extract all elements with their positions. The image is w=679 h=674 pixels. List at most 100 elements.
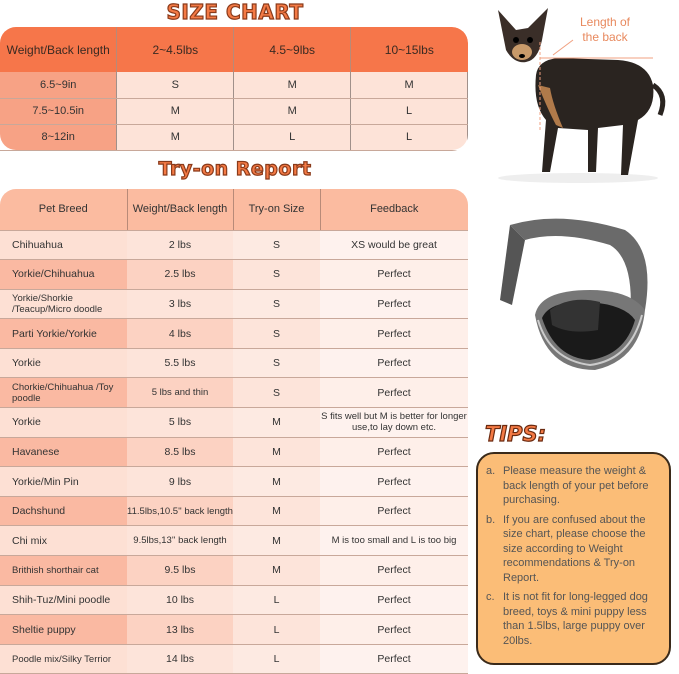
- table-cell: Perfect: [320, 644, 468, 674]
- table-row: 6.5~9in S M M: [0, 72, 468, 99]
- column-header: Weight/Back length: [127, 189, 234, 231]
- table-cell: M: [233, 98, 352, 125]
- table-cell: Perfect: [320, 377, 468, 409]
- table-cell: Sheltie puppy: [0, 614, 127, 645]
- table-cell: L: [350, 98, 468, 125]
- table-cell: L: [233, 644, 320, 674]
- table-cell: 7.5~10.5in: [0, 98, 118, 125]
- dog-photo: [498, 8, 666, 183]
- try-on-report-title: Try-on Report: [158, 157, 312, 180]
- table-cell: 4 lbs: [127, 318, 233, 349]
- table-row: Poodle mix/Silky Terrior 14 lbs L Perfect: [0, 644, 468, 674]
- tips-title: TIPS:: [484, 421, 547, 446]
- size-chart-table: Weight/Back length 2~4.5lbs 4.5~9lbs 10~15l…: [0, 27, 468, 151]
- table-row: Yorkie/Shorkie /Teacup/Micro doodle 3 lbs…: [0, 289, 468, 320]
- table-cell: Yorkie: [0, 348, 127, 379]
- table-row: Brithish shorthair cat 9.5 lbs M Perfect: [0, 555, 468, 586]
- pet-sling-bag-photo: [500, 218, 648, 370]
- table-cell: Perfect: [320, 289, 468, 320]
- table-row: Yorkie 5.5 lbs S Perfect: [0, 348, 468, 379]
- table-cell: L: [233, 124, 352, 151]
- table-row: 8~12in M L L: [0, 124, 468, 151]
- table-cell: S: [233, 289, 320, 320]
- table-cell: Poodle mix/Silky Terrior: [0, 644, 127, 674]
- table-cell: M is too small and L is too big: [320, 525, 468, 557]
- table-cell: Brithish shorthair cat: [0, 555, 127, 586]
- tip-item: b. If you are confused about the size cha…: [484, 513, 661, 586]
- table-cell: M: [233, 466, 320, 497]
- table-cell: L: [233, 614, 320, 645]
- table-row: Chorkie/Chihuahua /Toy poodle 5 lbs and t…: [0, 377, 468, 409]
- table-cell: S: [233, 230, 320, 261]
- table-cell: 3 lbs: [127, 289, 233, 320]
- table-cell: 9.5lbs,13'' back length: [127, 525, 233, 557]
- table-cell: S fits well but M is better for longer u…: [320, 407, 468, 438]
- table-cell: XS would be great: [320, 230, 468, 261]
- table-cell: Havanese: [0, 437, 127, 468]
- table-cell: 6.5~9in: [0, 72, 118, 99]
- table-cell: Chi mix: [0, 525, 127, 557]
- table-cell: Perfect: [320, 555, 468, 586]
- table-cell: S: [116, 72, 235, 99]
- column-header: Try-on Size: [233, 189, 321, 231]
- column-header: Weight/Back length: [0, 27, 118, 72]
- table-cell: M: [233, 496, 320, 527]
- table-cell: L: [350, 124, 468, 151]
- table-cell: M: [233, 555, 320, 586]
- tip-key: a.: [486, 465, 496, 477]
- table-cell: 2.5 lbs: [127, 259, 233, 290]
- table-cell: Yorkie: [0, 407, 127, 438]
- table-cell: Perfect: [320, 466, 468, 497]
- table-cell: Shih-Tuz/Mini poodle: [0, 585, 127, 616]
- table-row: Parti Yorkie/Yorkie 4 lbs S Perfect: [0, 318, 468, 349]
- table-cell: M: [116, 98, 235, 125]
- table-cell: S: [233, 377, 320, 409]
- table-cell: M: [233, 407, 320, 438]
- table-cell: 11.5lbs,10.5'' back length: [127, 496, 233, 527]
- table-cell: Yorkie/Min Pin: [0, 466, 127, 497]
- table-row: Yorkie/Chihuahua 2.5 lbs S Perfect: [0, 259, 468, 290]
- table-cell: Perfect: [320, 259, 468, 290]
- table-row: Havanese 8.5 lbs M Perfect: [0, 437, 468, 468]
- table-cell: M: [350, 72, 468, 99]
- tip-item: c. It is not fit for long-legged dog bree…: [484, 590, 661, 648]
- tips-box: a. Please measure the weight & back lengt…: [476, 452, 671, 665]
- table-cell: 9 lbs: [127, 466, 233, 497]
- tip-text: It is not fit for long-legged dog breed,…: [503, 591, 648, 647]
- tip-key: b.: [486, 513, 496, 526]
- table-cell: 8~12in: [0, 124, 118, 151]
- table-cell: 9.5 lbs: [127, 555, 233, 586]
- tip-text: Please measure the weight & back length …: [503, 465, 649, 506]
- table-cell: Chihuahua: [0, 230, 127, 261]
- table-cell: 13 lbs: [127, 614, 233, 645]
- table-cell: Yorkie/Chihuahua: [0, 259, 127, 290]
- table-cell: Parti Yorkie/Yorkie: [0, 318, 127, 349]
- table-row: Shih-Tuz/Mini poodle 10 lbs L Perfect: [0, 585, 468, 616]
- table-row: Yorkie/Min Pin 9 lbs M Perfect: [0, 466, 468, 497]
- table-cell: Chorkie/Chihuahua /Toy poodle: [0, 377, 127, 409]
- table-cell: Perfect: [320, 318, 468, 349]
- table-row: Yorkie 5 lbs M S fits well but M is better …: [0, 407, 468, 438]
- column-header: 10~15lbs: [350, 27, 468, 72]
- table-row: 7.5~10.5in M M L: [0, 98, 468, 125]
- tip-text: If you are confused about the size chart…: [503, 513, 646, 584]
- table-cell: M: [233, 525, 320, 557]
- try-on-report-table: Pet Breed Weight/Back length Try-on Size Fe…: [0, 189, 468, 674]
- back-length-label: Length of the back: [579, 15, 631, 44]
- table-row: Sheltie puppy 13 lbs L Perfect: [0, 614, 468, 645]
- column-header: Feedback: [320, 189, 468, 231]
- table-cell: 10 lbs: [127, 585, 233, 616]
- table-cell: 5 lbs and thin: [127, 377, 233, 409]
- column-header: Pet Breed: [0, 189, 128, 231]
- table-cell: 14 lbs: [127, 644, 233, 674]
- table-cell: Dachshund: [0, 496, 127, 527]
- table-cell: 5.5 lbs: [127, 348, 233, 379]
- table-cell: S: [233, 348, 320, 379]
- table-cell: M: [233, 437, 320, 468]
- table-cell: S: [233, 318, 320, 349]
- table-cell: 2 lbs: [127, 230, 233, 261]
- column-header: 4.5~9lbs: [233, 27, 352, 72]
- table-cell: 8.5 lbs: [127, 437, 233, 468]
- table-cell: Perfect: [320, 585, 468, 616]
- size-chart-title: SIZE CHART: [166, 0, 304, 25]
